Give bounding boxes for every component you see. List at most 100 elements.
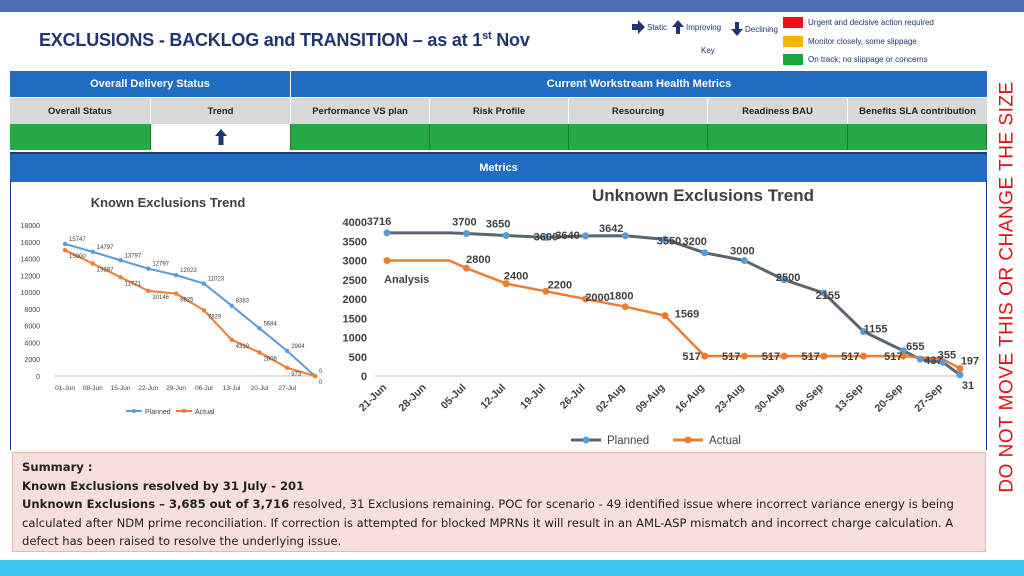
actual-point (899, 352, 907, 360)
actual-point (701, 352, 709, 360)
planned-point (899, 347, 907, 355)
known-exclusions-chart: Known Exclusions Trend 0 2000 4000 6000 8000 1… (21, 195, 323, 416)
data-point (257, 350, 262, 355)
data-point (229, 303, 234, 308)
x-tick-label: 27-Jul (278, 385, 296, 392)
data-label: 11771 (125, 281, 142, 287)
data-label: 8383 (236, 299, 250, 305)
green-swatch (783, 54, 803, 65)
top-accent-bar (0, 0, 1024, 12)
x-tick-label: 30-Aug (753, 382, 787, 416)
data-label: 2984 (291, 344, 305, 350)
y-tick-label: 1500 (343, 313, 367, 325)
performance-cell (291, 124, 430, 150)
planned-point (780, 276, 788, 284)
x-tick-label: 27-Sep (912, 382, 945, 415)
data-label: 13397 (97, 268, 114, 274)
planned-point (740, 257, 748, 264)
planned-data-label: 3550 (657, 235, 681, 247)
key-label: Key (701, 46, 715, 55)
data-label: 9825 (180, 298, 194, 304)
y-tick-label: 16000 (21, 240, 41, 247)
planned-data-label: 31 (962, 380, 974, 392)
data-label: 7829 (208, 314, 222, 320)
status-row (10, 124, 987, 150)
data-point (173, 291, 179, 296)
data-point (62, 241, 68, 247)
legend-marker (132, 409, 136, 413)
data-point (118, 258, 123, 263)
planned-point (502, 231, 510, 239)
actual-data-label: 2800 (466, 254, 490, 266)
trend-key-improving: Improving (672, 20, 721, 34)
y-tick-label: 3500 (343, 236, 367, 248)
x-tick-label: 20-Jul (251, 385, 269, 392)
x-tick-label: 26-Jul (558, 382, 588, 412)
summary-unknown-bold: Unknown Exclusions – 3,685 out of 3,716 (22, 497, 290, 511)
x-tick-label: 29-Jun (166, 385, 186, 392)
actual-data-label: 517 (884, 351, 902, 363)
planned-data-label: 3642 (599, 223, 623, 235)
actual-point (740, 352, 748, 360)
y-tick-label: 8000 (24, 307, 40, 314)
actual-data-label: 517 (762, 351, 780, 363)
data-label: 0 (319, 369, 323, 375)
data-label: 11023 (208, 277, 225, 283)
up-arrow-icon (214, 129, 227, 145)
vertical-warning: DO NOT MOVE THIS OR CHANGE THE SIZE (997, 81, 1018, 493)
status-key-red: Urgent and decisive action required (783, 17, 934, 28)
actual-point (542, 287, 550, 295)
planned-point (939, 358, 947, 366)
actual-point (582, 295, 590, 303)
planned-point (542, 233, 550, 241)
data-label: 12797 (152, 262, 169, 268)
status-key-green: On track; no slippage or concerns (783, 54, 928, 65)
legend-marker (582, 436, 590, 444)
unknown-exclusions-chart: Unknown Exclusions Trend 0 500 1000 1500 2000… (343, 186, 980, 447)
actual-data-label: 2200 (548, 279, 572, 291)
planned-point (860, 328, 868, 336)
data-point (257, 326, 262, 331)
actual-point (820, 352, 828, 360)
up-arrow-icon (672, 20, 684, 34)
actual-point (661, 312, 669, 320)
legend-marker (684, 436, 692, 444)
col-readiness-bau: Readiness BAU (708, 98, 848, 124)
summary-unknown-text: resolved, 31 Exclusions remaining. POC f… (22, 497, 954, 548)
planned-data-label: 437 (924, 355, 942, 367)
data-point (146, 288, 151, 294)
improving-label: Improving (686, 22, 722, 32)
amber-swatch (783, 36, 803, 47)
data-label: 12023 (180, 268, 197, 274)
x-tick-label: 22-Jun (138, 385, 158, 392)
actual-data-label: 517 (722, 351, 740, 363)
x-tick-label: 06-Jul (195, 385, 213, 392)
planned-data-label: 3640 (555, 230, 579, 242)
trend-key-static: Static (631, 20, 667, 34)
trend-key-declining: Declining (731, 22, 778, 36)
y-tick-label: 14000 (21, 257, 41, 264)
data-point (90, 261, 95, 266)
legend-label: Actual (709, 435, 741, 447)
planned-data-label: 2155 (816, 290, 840, 302)
benefits-sla-cell (848, 124, 987, 150)
actual-data-label: 517 (682, 351, 700, 363)
actual-data-label: 197 (961, 355, 979, 367)
data-label: 0 (319, 380, 323, 386)
overall-delivery-header: Overall Delivery Status (10, 71, 290, 97)
planned-point (462, 230, 470, 238)
summary-known: Known Exclusions resolved by 31 July - 2… (22, 478, 305, 493)
actual-point (502, 280, 510, 288)
actual-point (780, 352, 788, 360)
x-tick-label: 20-Sep (873, 382, 906, 415)
planned-data-label: 3700 (452, 217, 476, 229)
data-label: 973 (291, 372, 302, 378)
x-tick-label: 05-Jul (439, 382, 469, 412)
data-label: 14797 (97, 245, 114, 251)
y-tick-label: 3000 (343, 256, 367, 268)
x-tick-label: 01-Jun (55, 385, 75, 392)
data-point (229, 337, 234, 343)
planned-data-label: 3650 (486, 218, 510, 230)
x-tick-label: 16-Aug (673, 382, 707, 416)
planned-point (621, 232, 629, 240)
